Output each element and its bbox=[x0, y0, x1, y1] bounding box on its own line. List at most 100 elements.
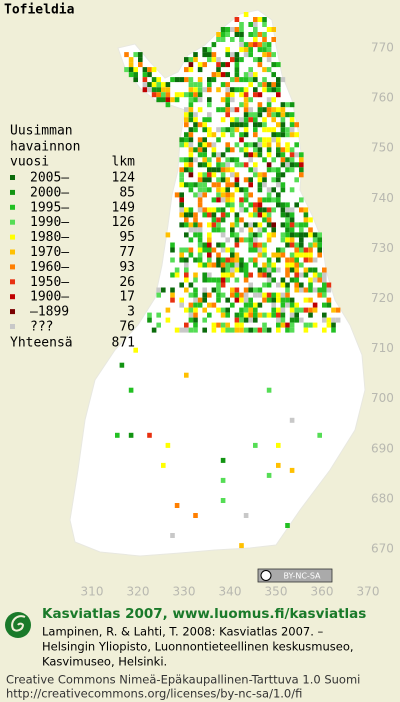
grid-square bbox=[262, 327, 267, 333]
grid-square bbox=[220, 247, 226, 253]
grid-square bbox=[225, 277, 230, 283]
grid-square bbox=[151, 77, 157, 83]
grid-square bbox=[262, 117, 267, 123]
grid-square bbox=[322, 277, 327, 283]
grid-square bbox=[294, 177, 299, 183]
grid-square bbox=[193, 127, 198, 133]
grid-square bbox=[220, 242, 226, 248]
grid-square bbox=[248, 317, 253, 323]
grid-square bbox=[165, 82, 171, 88]
grid-square bbox=[220, 172, 226, 178]
grid-square bbox=[234, 107, 240, 113]
grid-square bbox=[299, 152, 304, 158]
grid-square bbox=[128, 72, 134, 78]
grid-square bbox=[151, 82, 157, 88]
grid-square bbox=[179, 177, 184, 183]
grid-square bbox=[239, 197, 244, 203]
grid-square bbox=[243, 292, 249, 298]
grid-square bbox=[280, 222, 286, 228]
grid-square bbox=[266, 232, 272, 238]
grid-square bbox=[188, 227, 194, 233]
grid-square bbox=[220, 117, 226, 123]
grid-square bbox=[289, 262, 295, 268]
grid-square bbox=[303, 322, 309, 328]
badge-cc-icon bbox=[260, 570, 272, 581]
grid-square bbox=[280, 172, 286, 178]
grid-square bbox=[128, 387, 134, 393]
grid-square bbox=[225, 97, 230, 103]
grid-square bbox=[211, 322, 217, 328]
grid-square bbox=[230, 327, 235, 333]
grid-square bbox=[289, 127, 295, 133]
grid-square bbox=[211, 52, 217, 58]
grid-square bbox=[230, 27, 235, 32]
grid-square bbox=[115, 432, 120, 438]
grid-square bbox=[280, 207, 286, 213]
y-coordinate-label: 710 bbox=[371, 341, 394, 355]
grid-square bbox=[197, 197, 203, 203]
grid-square bbox=[216, 32, 221, 37]
grid-square bbox=[285, 212, 290, 218]
grid-square bbox=[234, 232, 240, 238]
grid-square bbox=[294, 307, 299, 313]
grid-square bbox=[239, 92, 244, 98]
grid-square bbox=[211, 77, 217, 83]
grid-square bbox=[239, 262, 244, 268]
grid-square bbox=[225, 297, 230, 303]
grid-square bbox=[289, 257, 295, 263]
grid-square bbox=[230, 157, 235, 163]
grid-square bbox=[271, 72, 276, 78]
grid-square bbox=[271, 227, 276, 233]
grid-square bbox=[257, 187, 263, 193]
grid-square bbox=[253, 317, 258, 323]
grid-square bbox=[317, 277, 322, 283]
grid-square bbox=[239, 307, 244, 313]
grid-square bbox=[207, 87, 212, 93]
grid-square bbox=[317, 247, 322, 253]
grid-square bbox=[289, 217, 295, 223]
grid-square bbox=[184, 157, 189, 163]
grid-square bbox=[257, 267, 263, 273]
legend-count: 17 bbox=[119, 290, 135, 305]
grid-square bbox=[243, 77, 249, 83]
grid-square bbox=[234, 317, 240, 323]
grid-square bbox=[188, 142, 194, 148]
grid-square bbox=[165, 87, 171, 93]
grid-square bbox=[230, 267, 235, 273]
grid-square bbox=[312, 272, 318, 278]
grid-square bbox=[188, 327, 194, 333]
grid-square bbox=[266, 237, 272, 243]
grid-square bbox=[216, 252, 221, 258]
grid-square bbox=[243, 52, 249, 58]
grid-square bbox=[184, 327, 189, 333]
grid-square bbox=[262, 52, 267, 58]
grid-square bbox=[289, 267, 295, 273]
grid-square bbox=[197, 297, 203, 303]
grid-square bbox=[276, 202, 281, 208]
grid-square bbox=[271, 97, 276, 103]
grid-square bbox=[193, 157, 198, 163]
grid-square bbox=[230, 107, 235, 113]
grid-square bbox=[156, 87, 161, 93]
grid-square bbox=[230, 262, 235, 268]
grid-square bbox=[262, 137, 267, 143]
grid-square bbox=[170, 287, 175, 293]
grid-square bbox=[188, 307, 194, 313]
grid-square bbox=[202, 157, 207, 163]
grid-square bbox=[289, 157, 295, 163]
grid-square bbox=[248, 52, 253, 58]
grid-square bbox=[211, 167, 217, 173]
grid-square bbox=[188, 282, 194, 288]
grid-square bbox=[271, 37, 276, 42]
grid-square bbox=[299, 307, 304, 313]
grid-square bbox=[243, 152, 249, 158]
grid-square bbox=[243, 12, 249, 17]
grid-square bbox=[289, 207, 295, 213]
grid-square bbox=[303, 307, 309, 313]
grid-square bbox=[202, 137, 207, 143]
grid-square bbox=[266, 272, 272, 278]
grid-square bbox=[317, 432, 322, 438]
grid-square bbox=[285, 162, 290, 168]
grid-square bbox=[299, 162, 304, 168]
grid-square bbox=[276, 142, 281, 148]
